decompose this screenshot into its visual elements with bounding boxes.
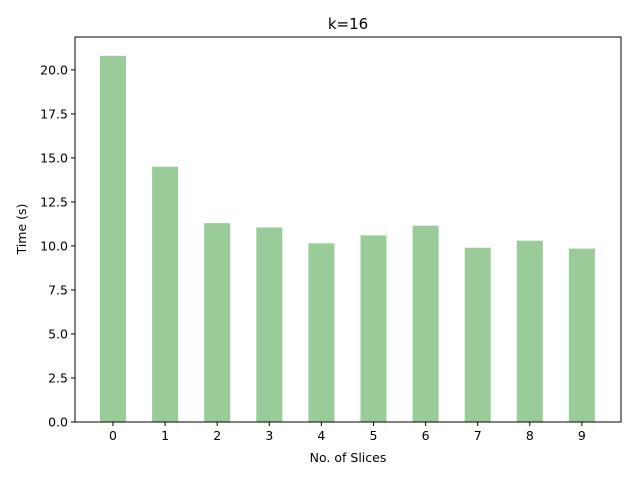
bar-9 (568, 248, 595, 422)
bars-group (100, 55, 595, 422)
y-axis-ticks: 0.0 2.5 5.0 7.5 10.0 12.5 15.0 17.5 20.0 (40, 62, 75, 430)
x-tick-label: 2 (213, 428, 221, 443)
plot-frame (74, 36, 622, 423)
y-tick-label: 12.5 (40, 194, 68, 209)
y-axis-label: Time (s) (14, 204, 29, 256)
bar-6 (412, 225, 439, 422)
x-tick-label: 1 (161, 428, 169, 443)
bar-5 (360, 235, 387, 422)
bar-1 (152, 166, 179, 422)
x-tick-label: 0 (109, 428, 117, 443)
y-tick-label: 5.0 (48, 326, 68, 341)
bar-8 (516, 240, 543, 422)
x-axis-label: No. of Slices (310, 450, 387, 465)
x-tick-label: 5 (370, 428, 378, 443)
x-tick-label: 3 (265, 428, 273, 443)
y-tick-label: 10.0 (40, 238, 68, 253)
bar-2 (204, 223, 231, 422)
bar-0 (100, 55, 126, 422)
y-tick-label: 15.0 (40, 150, 68, 165)
y-tick-label: 17.5 (40, 106, 68, 121)
x-tick-label: 7 (474, 428, 482, 443)
y-tick-label: 7.5 (48, 282, 68, 297)
bar-4 (308, 243, 335, 422)
y-tick-label: 0.0 (48, 415, 68, 430)
y-tick-label: 2.5 (48, 370, 68, 385)
x-tick-label: 6 (422, 428, 430, 443)
bar-7 (464, 247, 491, 422)
y-tick-label: 20.0 (40, 62, 68, 77)
x-tick-label: 9 (578, 428, 586, 443)
bar-3 (256, 227, 283, 422)
x-tick-label: 8 (526, 428, 534, 443)
x-axis-ticks: 0 1 2 3 4 5 6 7 8 9 (109, 422, 586, 443)
chart-title: k=16 (328, 15, 368, 33)
x-tick-label: 4 (317, 428, 325, 443)
